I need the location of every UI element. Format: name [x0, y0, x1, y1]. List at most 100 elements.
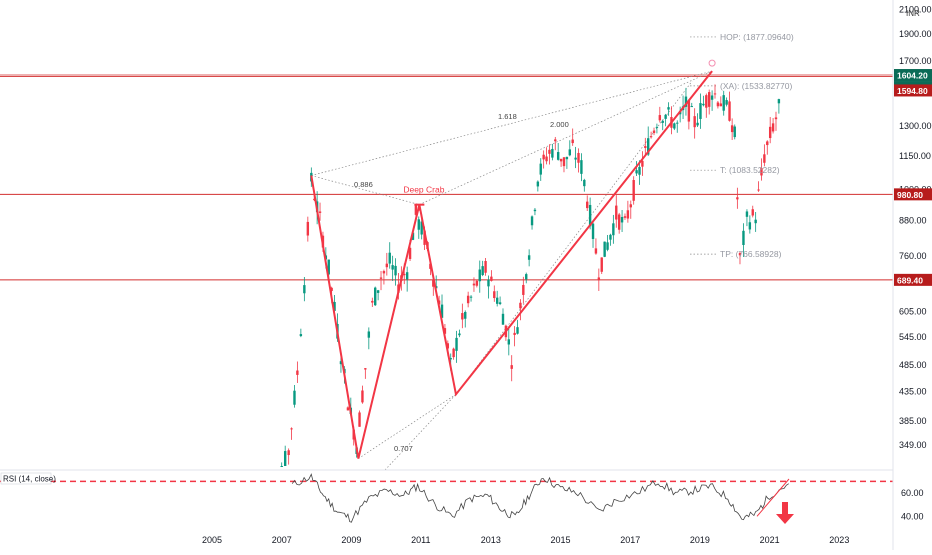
- candle-body: [306, 221, 310, 236]
- candle-body: [771, 123, 775, 132]
- level-689-badge: 689.40: [897, 275, 923, 285]
- pattern-xd-line: [311, 70, 713, 176]
- candle-body: [449, 358, 452, 360]
- x-tick-label: 2021: [760, 535, 780, 545]
- candle-body: [606, 242, 609, 250]
- candle-body: [287, 450, 290, 456]
- candle-body: [371, 300, 374, 303]
- candle-body: [446, 343, 450, 349]
- x-tick-label: 2015: [551, 535, 571, 545]
- candle-body: [374, 287, 377, 306]
- candle-body: [339, 361, 343, 365]
- candle-body: [738, 253, 742, 256]
- ratio-label: 1.618: [498, 112, 517, 121]
- candle-body: [707, 92, 711, 107]
- candle-body: [690, 106, 693, 108]
- candle-body: [609, 234, 612, 240]
- candle-body: [641, 160, 644, 167]
- candle-body: [536, 181, 540, 187]
- candle-body: [408, 247, 412, 259]
- fib-level-label: T: (1083.52282): [720, 165, 780, 175]
- last-price-badge-bg: [894, 69, 932, 82]
- y-tick-label: 1700.00: [899, 56, 932, 66]
- candle-body: [283, 451, 287, 466]
- candle-body: [699, 103, 702, 119]
- fib-level-label: HOP: (1877.09640): [720, 32, 794, 42]
- candle-body: [629, 204, 632, 208]
- y-tick-label: 385.00: [899, 416, 927, 426]
- x-tick-label: 2013: [481, 535, 501, 545]
- candle-body: [475, 280, 479, 286]
- currency-label: INR: [906, 9, 920, 18]
- y-tick-label: 1900.00: [899, 29, 932, 39]
- candle-body: [652, 130, 656, 134]
- pattern-sun-icon: [708, 59, 716, 67]
- candle-body: [583, 179, 586, 187]
- candle-body: [777, 99, 781, 104]
- candle-body: [501, 313, 505, 325]
- candle-body: [469, 296, 473, 298]
- candle-body: [432, 279, 435, 287]
- y-tick-label: 545.00: [899, 332, 927, 342]
- x-tick-label: 2019: [690, 535, 710, 545]
- candle-body: [303, 285, 306, 294]
- candle-body: [733, 126, 736, 138]
- candle-body: [705, 95, 708, 108]
- candle-body: [760, 167, 763, 176]
- y-tick-label: 605.00: [899, 307, 927, 317]
- candle-body: [632, 180, 635, 201]
- x-tick-label: 2011: [411, 535, 430, 545]
- candle-body: [490, 276, 493, 281]
- candle-body: [420, 221, 423, 235]
- candle-body: [658, 115, 662, 121]
- candle-body: [763, 154, 766, 163]
- candle-body: [588, 204, 592, 227]
- y-tick-label: 760.00: [899, 251, 927, 261]
- y-tick-label: 1300.00: [899, 121, 932, 131]
- y-tick-label: 880.00: [899, 216, 927, 226]
- candle-body: [702, 103, 705, 106]
- candle-body: [693, 116, 696, 128]
- candle-body: [367, 331, 371, 338]
- candle-body: [443, 328, 447, 334]
- y-tick-label: 1150.00: [899, 151, 931, 161]
- candle-body: [591, 223, 595, 239]
- ratio-label: 0.886: [354, 180, 373, 189]
- candle-body: [361, 390, 364, 403]
- y-tick-label: 349.00: [899, 440, 927, 450]
- candle-body: [530, 216, 534, 226]
- fib-level-label: (XA): (1533.82770): [720, 81, 792, 91]
- candle-body: [687, 100, 691, 122]
- candle-body: [330, 287, 333, 291]
- candle-body: [458, 333, 461, 336]
- candle-body: [757, 189, 760, 191]
- candle-body: [638, 166, 641, 175]
- candle-body: [333, 301, 336, 311]
- y-tick-label: 435.00: [899, 387, 927, 397]
- candle-body: [452, 348, 455, 358]
- candle-body: [556, 152, 560, 160]
- candle-body: [565, 156, 569, 160]
- candle-body: [748, 222, 752, 230]
- candle-body: [327, 259, 330, 275]
- candle-body: [388, 252, 391, 264]
- candle-body: [403, 273, 406, 276]
- candle-body: [623, 216, 627, 218]
- candle-body: [516, 327, 519, 334]
- candle-body: [510, 365, 513, 369]
- x-tick-label: 2007: [272, 535, 292, 545]
- candle-body: [461, 313, 464, 320]
- candle-body: [313, 198, 316, 200]
- x-tick-label: 2005: [202, 535, 222, 545]
- candle-body: [745, 211, 749, 217]
- candle-body: [684, 96, 688, 107]
- candle-body: [722, 95, 725, 111]
- ratio-label: 0.707: [394, 444, 413, 453]
- candle-body: [586, 201, 589, 209]
- candle-body: [730, 125, 734, 133]
- candle-body: [647, 138, 650, 155]
- candle-body: [554, 139, 557, 142]
- candle-body: [597, 277, 601, 281]
- candle-body: [710, 95, 714, 100]
